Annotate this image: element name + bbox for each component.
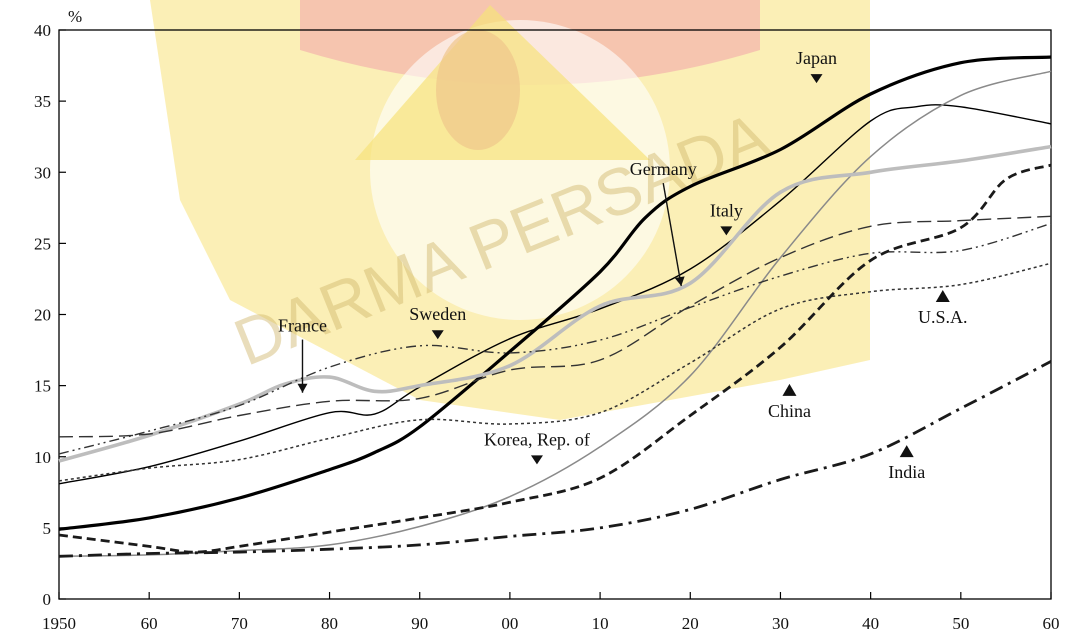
x-tick-label: 60: [1043, 614, 1060, 633]
series-layer: [58, 55, 1052, 558]
series-line-korea-rep-of: [58, 70, 1052, 558]
annotation-label-italy: Italy: [710, 200, 743, 220]
annotation-pointer-up-china: [782, 383, 797, 396]
annotation-label-u-s-a: U.S.A.: [918, 307, 968, 327]
x-tick-label: 1950: [42, 614, 76, 633]
x-tick-label: 10: [592, 614, 609, 633]
y-axis-unit-label: %: [68, 7, 82, 26]
y-tick-label: 10: [34, 448, 51, 467]
series-line-japan: [58, 55, 1052, 531]
y-tick-label: 40: [34, 21, 51, 40]
series-line-india: [58, 360, 1052, 558]
annotation-pointer-down-italy: [720, 226, 733, 236]
x-tick-label: 70: [231, 614, 248, 633]
annotation-arrowhead-france: [297, 383, 308, 393]
y-tick-label: 35: [34, 92, 51, 111]
series-line-u-s-a: [58, 262, 1052, 482]
annotation-label-india: India: [888, 462, 925, 482]
x-tick-label: 40: [862, 614, 879, 633]
annotation-pointer-down-korea-rep-of: [530, 455, 543, 465]
annotation-arrow-germany: [662, 182, 682, 287]
seal-figure-icon: [436, 30, 520, 150]
x-tick-label: 50: [952, 614, 969, 633]
x-tick-label: 80: [321, 614, 338, 633]
darma-persada-seal-watermark: DARMA PERSADA: [150, 0, 870, 420]
annotation-label-china: China: [768, 401, 811, 421]
annotation-label-france: France: [278, 316, 327, 336]
x-tick-label: 30: [772, 614, 789, 633]
x-tick-label: 60: [141, 614, 158, 633]
x-tick-label: 00: [501, 614, 518, 633]
annotation-label-sweden: Sweden: [409, 304, 466, 324]
y-tick-label: 0: [43, 590, 52, 609]
x-tick-label: 90: [411, 614, 428, 633]
annotation-label-korea-rep-of: Korea, Rep. of: [484, 429, 590, 449]
y-tick-label: 25: [34, 234, 51, 253]
annotation-layer: Japan Germany Italy Sweden France U.S.A. China…: [278, 48, 968, 482]
annotation-pointer-up-u-s-a: [935, 290, 950, 303]
x-tick-label: 20: [682, 614, 699, 633]
y-tick-label: 30: [34, 163, 51, 182]
annotation-pointer-down-sweden: [431, 330, 444, 340]
annotation-arrowhead-germany: [674, 276, 685, 287]
y-tick-label: 5: [43, 519, 52, 538]
x-axis: 1950 60 70 80 90 00 10 20 30 40 50 60: [42, 592, 1060, 633]
annotation-label-germany: Germany: [630, 159, 697, 179]
annotation-pointer-down-japan: [810, 74, 823, 84]
series-line-china: [58, 163, 1052, 554]
series-line-sweden: [58, 222, 1052, 455]
annotation-pointer-up-india: [899, 445, 914, 458]
series-line-france: [58, 215, 1052, 438]
y-axis: 0 5 10 15 20 25 30 35 40: [34, 21, 66, 609]
annotation-label-japan: Japan: [796, 48, 837, 68]
series-line-germany: [58, 144, 1052, 463]
y-tick-label: 15: [34, 377, 51, 396]
y-tick-label: 20: [34, 306, 51, 325]
series-line-italy: [58, 104, 1052, 485]
